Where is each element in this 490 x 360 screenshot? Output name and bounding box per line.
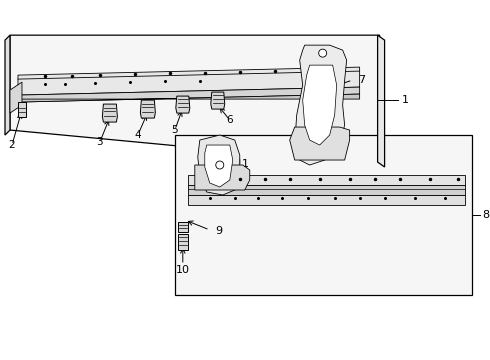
Polygon shape: [18, 102, 26, 117]
Polygon shape: [303, 65, 337, 145]
Text: 9: 9: [215, 226, 222, 236]
Polygon shape: [178, 234, 188, 250]
Text: 10: 10: [176, 265, 190, 275]
Polygon shape: [188, 175, 465, 185]
Polygon shape: [188, 195, 465, 205]
Polygon shape: [10, 35, 380, 165]
Polygon shape: [378, 35, 385, 167]
Text: 8: 8: [483, 210, 490, 220]
Polygon shape: [205, 145, 233, 187]
Circle shape: [318, 49, 327, 57]
Circle shape: [216, 161, 224, 169]
Polygon shape: [5, 35, 10, 135]
Polygon shape: [290, 127, 350, 160]
Polygon shape: [211, 92, 225, 109]
Text: 7: 7: [358, 75, 365, 85]
Polygon shape: [18, 87, 360, 102]
Text: 1: 1: [402, 95, 409, 105]
Polygon shape: [294, 45, 346, 165]
Polygon shape: [188, 185, 465, 195]
Polygon shape: [175, 135, 471, 295]
Polygon shape: [18, 67, 360, 95]
Text: 6: 6: [226, 115, 233, 125]
Polygon shape: [10, 82, 22, 113]
Polygon shape: [178, 222, 188, 232]
Text: 5: 5: [172, 125, 178, 135]
Polygon shape: [102, 104, 118, 122]
Polygon shape: [198, 135, 240, 195]
Text: 11: 11: [236, 159, 250, 169]
Polygon shape: [140, 100, 155, 118]
Polygon shape: [18, 94, 360, 102]
Text: 3: 3: [97, 137, 103, 147]
Text: 4: 4: [135, 130, 141, 140]
Polygon shape: [195, 165, 250, 190]
Text: 2: 2: [9, 140, 15, 150]
Polygon shape: [176, 96, 190, 113]
